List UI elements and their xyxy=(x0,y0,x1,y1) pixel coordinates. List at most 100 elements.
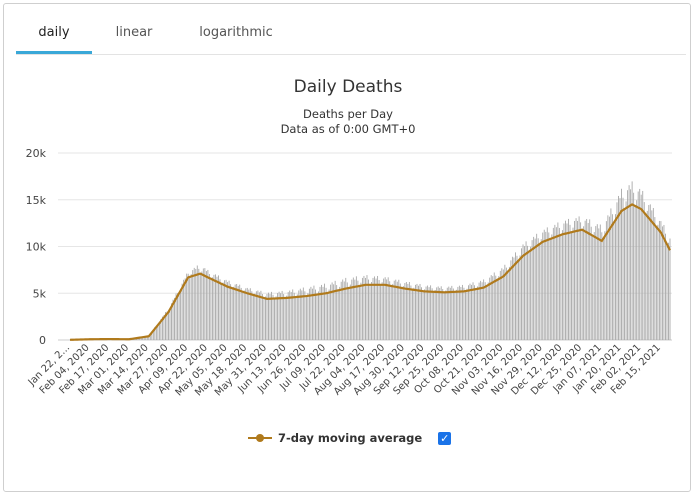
bar xyxy=(604,231,606,340)
bar xyxy=(480,280,482,340)
bar xyxy=(152,329,154,340)
bar xyxy=(255,291,257,340)
bar xyxy=(463,287,465,340)
bar xyxy=(431,288,433,340)
tab-logarithmic[interactable]: logarithmic xyxy=(199,25,273,40)
bar xyxy=(460,287,462,340)
bar xyxy=(325,287,327,340)
bar xyxy=(599,224,601,340)
bar xyxy=(239,284,241,340)
bar xyxy=(596,224,598,340)
bar xyxy=(275,296,277,340)
bar xyxy=(202,268,204,340)
bar xyxy=(468,285,469,340)
bar xyxy=(383,278,385,340)
bar xyxy=(366,275,368,340)
bar xyxy=(198,268,200,340)
bar xyxy=(536,233,538,340)
bar xyxy=(236,283,238,340)
bar xyxy=(454,291,456,340)
bar xyxy=(213,274,215,340)
bar xyxy=(402,286,404,340)
bar xyxy=(354,279,356,340)
bar xyxy=(304,291,306,340)
bar xyxy=(655,226,657,340)
bar xyxy=(449,287,451,340)
bar xyxy=(654,217,656,340)
bar xyxy=(246,287,248,340)
chart-subtitle: Deaths per Day xyxy=(303,107,393,121)
bar xyxy=(342,279,344,340)
bar xyxy=(219,279,221,340)
bar xyxy=(493,272,495,340)
bar xyxy=(149,333,151,340)
bar xyxy=(575,218,577,340)
bar xyxy=(492,276,494,340)
bar xyxy=(283,294,285,340)
bar xyxy=(252,294,254,340)
bar xyxy=(293,292,295,340)
bar xyxy=(430,285,432,340)
bar xyxy=(292,289,294,340)
bar xyxy=(222,282,224,340)
moving-average-checkbox[interactable]: ✓ xyxy=(438,431,452,445)
bar xyxy=(574,220,575,340)
bar xyxy=(457,286,459,340)
bar xyxy=(584,220,586,340)
bar xyxy=(624,207,625,340)
bar xyxy=(528,250,530,340)
bar xyxy=(208,274,210,340)
bar xyxy=(327,292,329,340)
tab-linear[interactable]: linear xyxy=(115,25,153,40)
bar xyxy=(251,291,253,340)
bar xyxy=(389,281,391,340)
bar xyxy=(571,231,572,340)
bar xyxy=(296,294,298,340)
bar xyxy=(621,188,622,340)
bar xyxy=(228,280,230,340)
tab-daily[interactable]: daily xyxy=(16,4,92,54)
bar xyxy=(415,284,416,340)
bar xyxy=(452,288,454,340)
bar xyxy=(565,220,566,340)
bar xyxy=(668,242,669,340)
bar xyxy=(657,224,659,340)
bar xyxy=(458,285,460,340)
bar xyxy=(568,218,569,340)
bar xyxy=(598,228,600,340)
bar xyxy=(531,240,533,340)
bar xyxy=(627,190,629,340)
bar xyxy=(669,238,671,340)
bar xyxy=(555,227,557,340)
bar xyxy=(375,278,377,340)
bar xyxy=(171,303,172,340)
bar xyxy=(361,277,363,340)
bar xyxy=(542,232,544,340)
bar xyxy=(618,195,619,340)
bar xyxy=(148,336,150,340)
bar xyxy=(628,185,630,340)
bar xyxy=(365,277,366,340)
bar xyxy=(552,227,554,340)
chart-subtitle-date: Data as of 0:00 GMT+0 xyxy=(281,122,416,136)
bar xyxy=(278,291,280,340)
bar xyxy=(508,266,510,340)
bar xyxy=(301,290,303,340)
bar xyxy=(551,234,553,340)
bar xyxy=(216,276,218,340)
bar xyxy=(316,294,318,340)
bar xyxy=(396,281,398,340)
bar xyxy=(242,291,244,340)
bar xyxy=(611,214,613,340)
bar xyxy=(502,269,504,340)
bar xyxy=(537,238,539,340)
bar xyxy=(583,226,585,340)
bar xyxy=(257,290,259,340)
bar xyxy=(399,283,401,340)
bar xyxy=(161,316,163,340)
bar xyxy=(540,239,542,340)
bar xyxy=(475,288,477,340)
bar xyxy=(630,189,632,340)
bar xyxy=(607,215,609,340)
bar xyxy=(605,221,607,340)
